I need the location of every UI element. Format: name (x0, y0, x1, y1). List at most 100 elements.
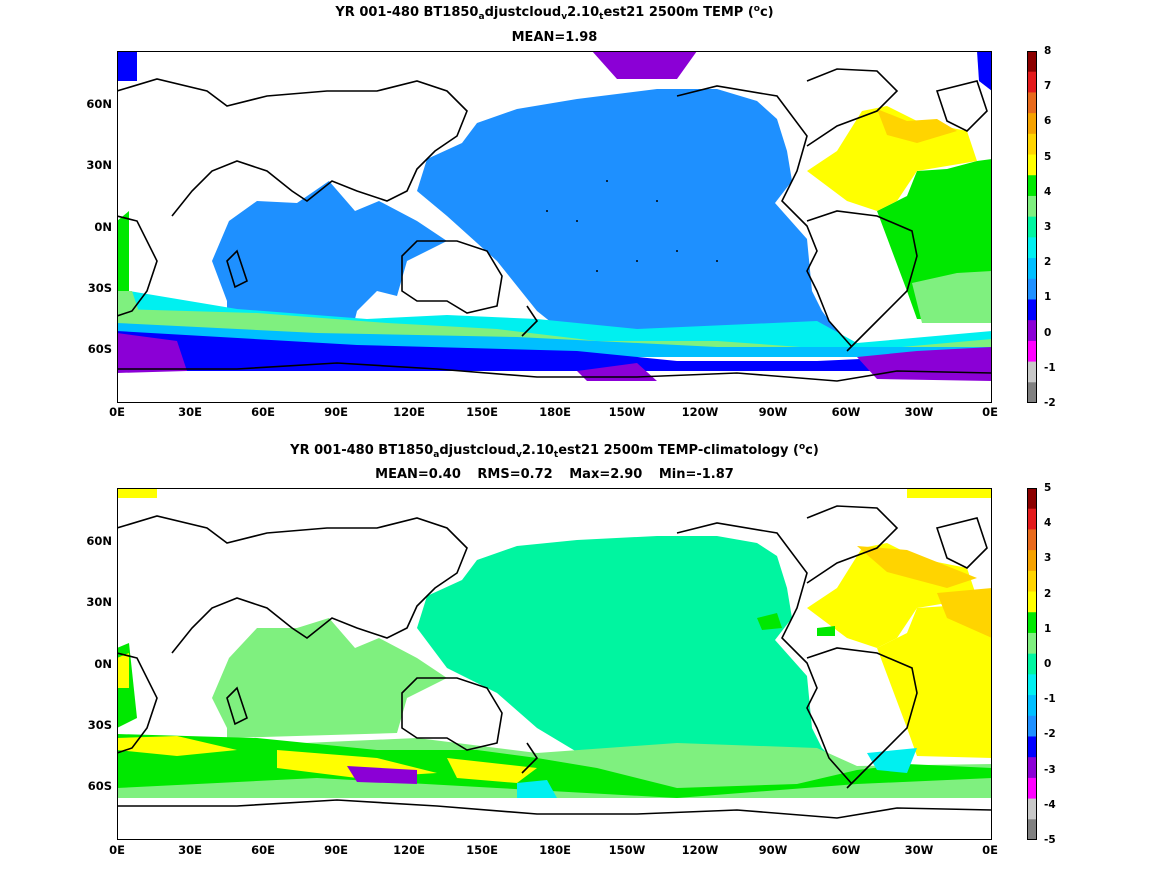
atlantic-north-core (877, 109, 957, 143)
colorbar-swatch (1027, 320, 1037, 342)
ytick-label: 30S (87, 281, 112, 295)
southern-purple (347, 766, 417, 784)
colorbar-swatch (1027, 695, 1037, 717)
colorbar-swatch (1027, 258, 1037, 280)
colorbar-swatch (1027, 757, 1037, 779)
colorbar-swatch (1027, 71, 1037, 93)
panel1-map (117, 51, 992, 403)
colorbar-tick-label: 8 (1044, 45, 1052, 57)
panel2-colorbar (1027, 488, 1037, 840)
colorbar-swatch (1027, 570, 1037, 593)
colorbar-swatch (1027, 175, 1037, 197)
ytick-label: 60S (87, 779, 112, 793)
panel2-stats: MEAN=0.40 RMS=0.72 Max=2.90 Min=-1.87 (117, 467, 992, 483)
colorbar-swatch (1027, 653, 1037, 675)
colorbar-tick-label: 0 (1044, 658, 1052, 670)
xtick-label: 30E (178, 405, 202, 419)
colorbar-tick-label: -4 (1044, 798, 1056, 811)
colorbar-tick-label: -2 (1044, 728, 1056, 741)
xtick-label: 0E (109, 843, 125, 857)
colorbar-tick-label: -5 (1044, 834, 1056, 846)
xtick-label: 150E (466, 405, 498, 419)
mean-stat: MEAN=0.40 (375, 467, 461, 482)
xtick-label: 180E (539, 843, 571, 857)
panel1-stats: MEAN=1.98 (117, 30, 992, 46)
ytick-label: 30N (86, 158, 112, 172)
atlantic-north-core (857, 546, 977, 588)
xtick-label: 90W (758, 405, 788, 419)
xtick-label: 60W (831, 843, 861, 857)
colorbar-tick-label: 5 (1044, 150, 1052, 163)
colorbar-swatch (1027, 819, 1037, 840)
colorbar-tick-label: -2 (1044, 397, 1056, 409)
colorbar-tick-label: 3 (1044, 552, 1052, 565)
pacific-ocean (417, 89, 852, 351)
panel1-colorbar (1027, 51, 1037, 403)
southern-band-purple (117, 333, 992, 381)
xtick-label: 0E (982, 405, 998, 419)
colorbar-swatch (1027, 113, 1037, 135)
colorbar-swatch (1027, 591, 1037, 613)
xtick-label: 120W (681, 843, 719, 857)
xtick-label: 120W (681, 405, 719, 419)
atlantic-south (877, 596, 992, 758)
colorbar-border (1027, 488, 1037, 840)
ytick-label: 30S (87, 718, 112, 732)
colorbar-swatch (1027, 92, 1037, 114)
colorbar-swatch (1027, 550, 1037, 572)
xtick-label: 150E (466, 843, 498, 857)
colorbar-tick-label: 4 (1044, 517, 1052, 530)
colorbar-swatch (1027, 777, 1037, 800)
indian-ocean (212, 181, 447, 351)
colorbar-swatch (1027, 154, 1037, 176)
colorbar-swatch (1027, 299, 1037, 321)
xtick-label: 150W (608, 405, 646, 419)
xtick-label: 120E (393, 405, 425, 419)
ytick-label: 30N (86, 595, 112, 609)
colorbar-tick-label: -1 (1044, 361, 1056, 374)
xtick-label: 60W (831, 405, 861, 419)
colorbar-tick-label: 3 (1044, 221, 1052, 233)
southern-band-blue (117, 331, 992, 371)
mean-stat: MEAN=1.98 (511, 30, 598, 45)
ytick-label: 60N (86, 97, 112, 111)
colorbar-swatch (1027, 382, 1037, 403)
colorbar-tick-label: -3 (1044, 763, 1056, 776)
ytick-label: 0N (94, 220, 112, 234)
colorbar-swatch (1027, 278, 1037, 300)
rms-stat: RMS=0.72 (477, 467, 553, 482)
xtick-label: 0E (982, 843, 998, 857)
xtick-label: 30W (904, 405, 934, 419)
ytick-label: 60S (87, 342, 112, 356)
xtick-label: 180E (539, 405, 571, 419)
colorbar-swatch (1027, 798, 1037, 820)
colorbar-swatch (1027, 529, 1037, 551)
arctic-sea (592, 51, 697, 79)
colorbar-tick-label: 7 (1044, 80, 1052, 93)
pacific-ocean (417, 536, 852, 780)
southern-yellow (117, 736, 537, 783)
colorbar-tick-label: 0 (1044, 326, 1052, 339)
xtick-label: 90W (758, 843, 788, 857)
colorbar-tick-label: 1 (1044, 622, 1052, 635)
colorbar-swatch (1027, 237, 1037, 259)
xtick-label: 0E (109, 405, 125, 419)
map-frame (117, 51, 992, 403)
colorbar-swatch (1027, 612, 1037, 634)
colorbar-swatch (1027, 216, 1037, 238)
indian-ocean (212, 618, 447, 738)
colorbar-swatch (1027, 488, 1037, 510)
colorbar-swatch (1027, 340, 1037, 363)
colorbar-swatch (1027, 361, 1037, 383)
colorbar-border (1027, 51, 1037, 403)
ytick-label: 0N (94, 657, 112, 671)
map-frame (117, 488, 992, 840)
colorbar-tick-label: 2 (1044, 587, 1052, 600)
xtick-label: 30E (178, 843, 202, 857)
xtick-label: 120E (393, 843, 425, 857)
colorbar-tick-label: -1 (1044, 693, 1056, 706)
colorbar-tick-label: 6 (1044, 115, 1052, 128)
panel2-map (117, 488, 992, 840)
xtick-label: 60E (251, 405, 275, 419)
colorbar-tick-label: 1 (1044, 291, 1052, 304)
